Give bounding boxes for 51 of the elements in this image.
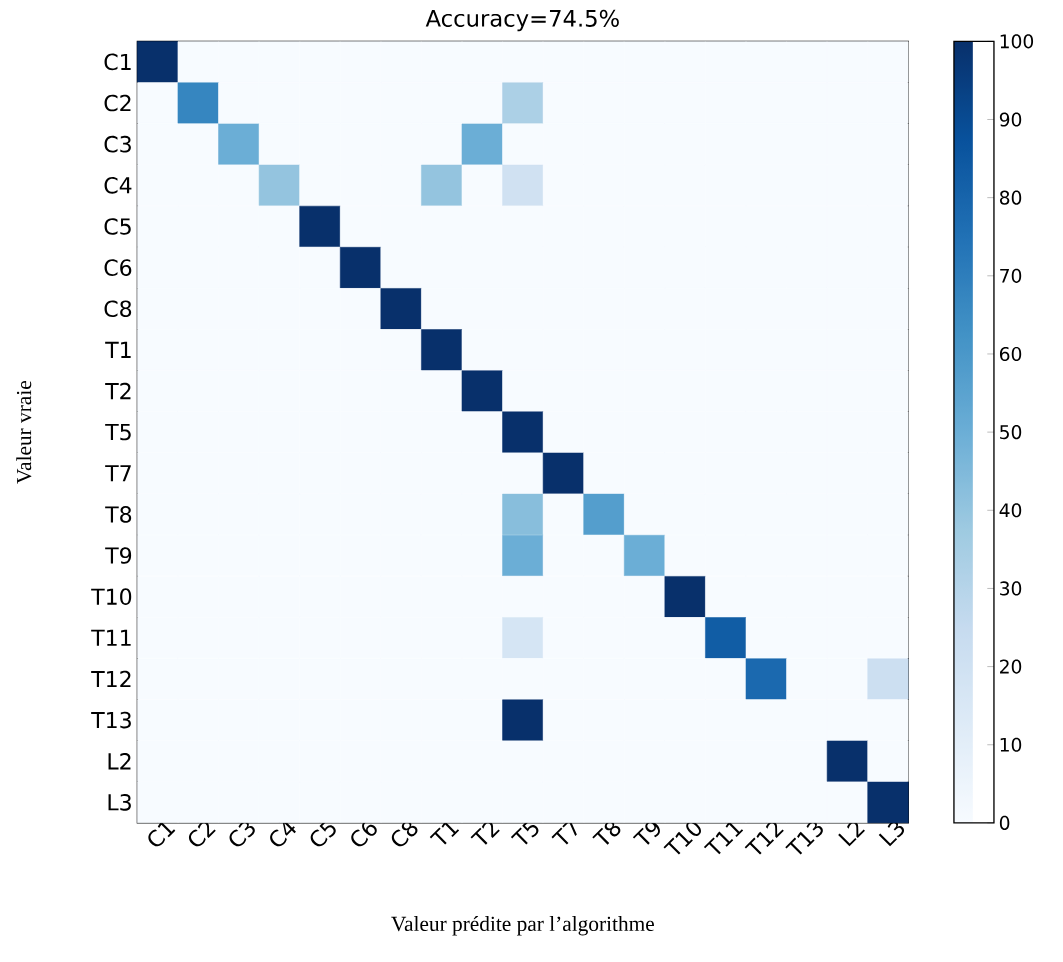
color-bar-label: 20 (1000, 659, 1022, 674)
x-tick-label: C8 (391, 820, 418, 847)
y-tick-label: C1 (104, 53, 131, 71)
y-tick-label: C3 (104, 135, 131, 153)
color-bar-label: 50 (1000, 424, 1022, 440)
y-tick-label: T2 (105, 382, 131, 400)
x-tick-label: L2 (838, 821, 865, 847)
y-tick-label: T13 (91, 711, 131, 729)
color-bar-label: 70 (1000, 268, 1022, 283)
y-tick-label: T11 (91, 629, 131, 646)
y-tick-label: T7 (105, 465, 131, 482)
x-tick-label: T2 (470, 821, 500, 845)
y-tick-label: T12 (91, 670, 131, 687)
x-tick-label: C3 (229, 820, 255, 847)
y-tick-label: C2 (104, 94, 131, 112)
color-bar-label: 80 (999, 190, 1022, 205)
x-tick-label: T11 (703, 821, 744, 855)
chart-title: Accuracy=74.5% (425, 9, 619, 32)
y-axis-title: Valeur vraie (16, 380, 32, 484)
color-bar-label: 10 (1000, 737, 1022, 752)
x-tick-label: L3 (878, 820, 905, 847)
x-tick-label: T12 (744, 821, 784, 855)
x-tick-label: T1 (429, 821, 460, 845)
color-bar-label: 90 (999, 112, 1022, 127)
color-bar-label: 40 (999, 503, 1022, 518)
x-tick-label: C1 (148, 821, 176, 847)
y-tick-label: T8 (105, 505, 132, 523)
y-tick-label: T9 (105, 547, 132, 564)
y-tick-label: C5 (104, 217, 131, 235)
y-tick-label: C4 (104, 176, 132, 194)
y-tick-label: T1 (105, 341, 131, 358)
x-tick-label: T5 (510, 819, 539, 845)
x-tick-label: T10 (663, 820, 701, 855)
x-tick-label: T9 (632, 821, 660, 845)
y-tick-label: C8 (104, 300, 132, 317)
x-tick-label: C4 (270, 820, 296, 847)
x-tick-label: T8 (592, 820, 621, 845)
y-tick-label: L3 (108, 793, 131, 811)
x-axis-title: Valeur prédite par l’algorithme (391, 915, 654, 936)
x-tick-label: C5 (310, 819, 336, 847)
color-bar-label: 0 (999, 815, 1010, 830)
y-tick-label: T10 (91, 588, 132, 605)
x-tick-label: C6 (351, 819, 377, 847)
y-tick-label: T5 (105, 423, 131, 441)
y-tick-label: L2 (108, 752, 131, 770)
color-bar-label: 100 (1000, 34, 1034, 49)
color-bar-label: 30 (1000, 581, 1022, 596)
x-tick-label: T13 (785, 820, 823, 855)
color-bar-label: 60 (999, 346, 1022, 361)
y-tick-label: C6 (104, 259, 132, 276)
x-tick-label: C2 (188, 821, 216, 847)
